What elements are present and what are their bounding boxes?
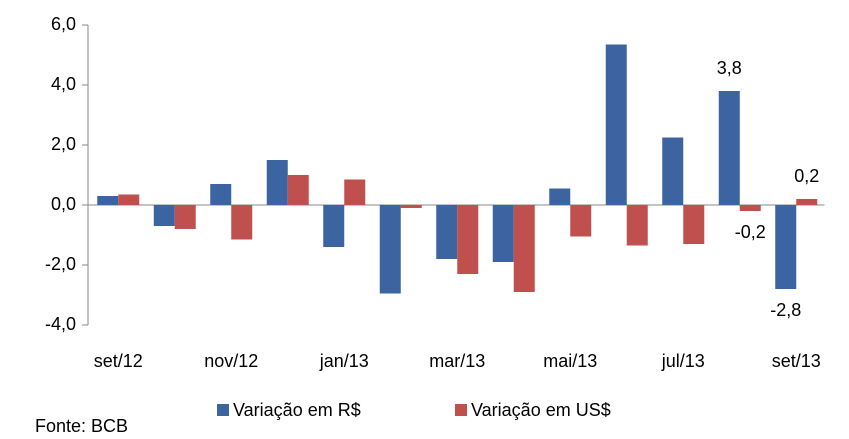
bar: [118, 194, 140, 205]
bar: [400, 205, 422, 208]
value-label: 3,8: [717, 58, 742, 78]
y-tick-label: 0,0: [51, 194, 76, 214]
x-tick-label: jul/13: [661, 351, 705, 371]
bar: [231, 205, 253, 240]
value-label: -2,8: [770, 300, 801, 320]
bar: [570, 205, 592, 237]
x-tick-label: mar/13: [429, 351, 485, 371]
bar: [492, 205, 514, 262]
source-note: Fonte: BCB: [35, 416, 128, 436]
bar: [287, 175, 309, 205]
x-tick-label: mai/13: [543, 351, 597, 371]
bar: [739, 205, 761, 211]
bar: [210, 184, 232, 205]
bar: [605, 44, 627, 205]
bar: [323, 205, 345, 247]
value-label: 0,2: [794, 166, 819, 186]
bar: [266, 160, 288, 205]
bar: [97, 196, 119, 205]
bar: [174, 205, 196, 229]
x-tick-label: nov/12: [204, 351, 258, 371]
bar: [344, 179, 366, 205]
y-tick-label: 6,0: [51, 14, 76, 34]
legend-label: Variação em US$: [471, 400, 611, 420]
x-tick-label: set/12: [94, 351, 143, 371]
bar: [796, 199, 818, 205]
bar: [379, 205, 401, 294]
legend-swatch: [455, 404, 467, 416]
y-tick-label: 2,0: [51, 134, 76, 154]
y-tick-label: 4,0: [51, 74, 76, 94]
legend-label: Variação em R$: [233, 400, 361, 420]
bar: [153, 205, 175, 226]
bar: [549, 188, 571, 205]
legend-swatch: [217, 404, 229, 416]
bar: [436, 205, 458, 259]
bar: [683, 205, 705, 244]
y-tick-label: -2,0: [45, 254, 76, 274]
y-tick-label: -4,0: [45, 314, 76, 334]
bar: [775, 205, 797, 289]
bar: [626, 205, 648, 246]
bar: [662, 137, 684, 205]
bar: [457, 205, 479, 274]
value-label: -0,2: [735, 222, 766, 242]
bar: [718, 91, 740, 205]
x-tick-label: jan/13: [319, 351, 369, 371]
x-tick-label: set/13: [772, 351, 821, 371]
bar: [513, 205, 535, 292]
